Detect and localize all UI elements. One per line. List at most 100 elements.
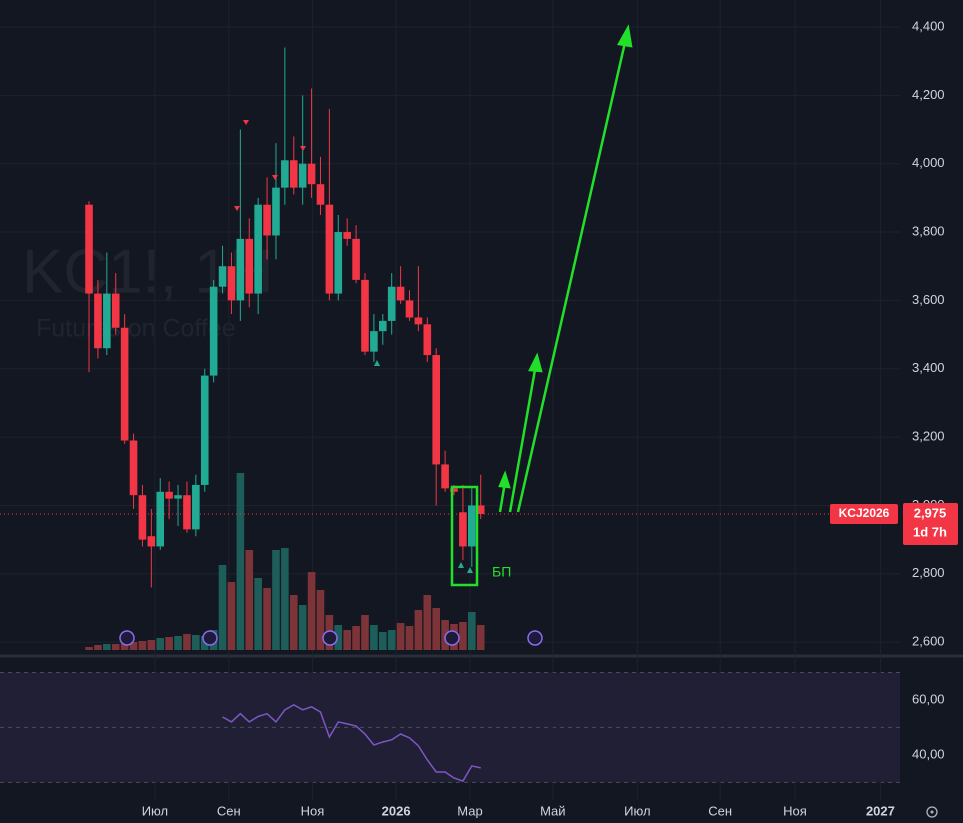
symbol-tag: KCJ2026: [839, 506, 890, 520]
candle-body: [254, 204, 262, 294]
sell-markers: [234, 120, 306, 211]
marker: [374, 360, 380, 366]
volume-bar: [183, 634, 191, 650]
candle-body: [361, 279, 369, 352]
volume-bar: [281, 548, 289, 650]
event-icon[interactable]: [527, 630, 543, 646]
arrowhead: [617, 24, 633, 48]
volume-bar: [316, 590, 325, 650]
event-icon[interactable]: [119, 630, 135, 646]
event-icon[interactable]: [202, 630, 218, 646]
highlight-box: [450, 485, 479, 587]
volume-bar: [352, 626, 360, 650]
marker: [300, 146, 306, 151]
price-tag-bg: [903, 502, 958, 545]
volume-bar: [138, 641, 147, 650]
volume-bar: [334, 625, 343, 650]
volume-bar: [272, 550, 280, 650]
candle-body: [192, 484, 200, 530]
candle-body: [103, 293, 111, 349]
arrowhead: [498, 470, 511, 489]
volume-bar: [396, 623, 405, 650]
y-tick-label: 2,800: [912, 565, 945, 580]
volume-bar: [307, 572, 316, 650]
candle-body: [414, 317, 423, 325]
candle-body: [343, 232, 351, 239]
volume-bar: [120, 643, 129, 650]
candle-body: [378, 320, 387, 332]
volume-bar: [254, 578, 262, 650]
volume-bar: [156, 638, 165, 650]
volume-bar: [165, 637, 173, 650]
candle-body: [129, 440, 138, 496]
arrows: [498, 24, 633, 513]
volume-bar: [147, 640, 156, 650]
x-tick-label: Ноя: [301, 803, 325, 818]
settings-icon[interactable]: [926, 806, 938, 818]
symbol-tag-bg: [830, 503, 898, 524]
candle-body: [165, 491, 173, 499]
candle-body: [441, 464, 449, 489]
candle-body: [156, 491, 165, 547]
y-tick-label: 4,000: [912, 155, 945, 170]
volume-bar: [405, 626, 414, 650]
event-icon[interactable]: [444, 630, 460, 646]
rsi-tick-label: 40,00: [912, 746, 945, 761]
volume-bar: [218, 565, 227, 650]
candle-body: [94, 293, 102, 349]
rsi-line: [222, 704, 481, 782]
event-icon[interactable]: [322, 630, 338, 646]
icon-ring[interactable]: [926, 806, 938, 818]
y-tick-label: 3,800: [912, 223, 945, 238]
y-tick-label: 4,400: [912, 18, 945, 33]
rsi-tick-label: 60,00: [912, 691, 945, 706]
volume-bar: [476, 625, 485, 650]
annotation: БП: [492, 564, 511, 580]
candle-body: [325, 204, 334, 294]
x-tick-label: Мар: [457, 803, 482, 818]
volume-bar: [289, 595, 298, 650]
candle-body: [236, 238, 245, 301]
marker: [467, 567, 473, 573]
volume-bar: [245, 550, 254, 650]
arrow: [508, 363, 538, 513]
candle-body: [245, 238, 254, 294]
x-tick-label: Сен: [217, 803, 241, 818]
candle-body: [316, 184, 325, 205]
y-tick-label: 3,200: [912, 429, 945, 444]
buy-markers: [374, 360, 473, 573]
candle-body: [200, 375, 209, 485]
marker: [234, 206, 240, 211]
candle-body: [263, 204, 271, 236]
candle-body: [298, 163, 307, 188]
volume-bar: [174, 636, 182, 650]
candle-body: [272, 187, 280, 236]
candle-body: [468, 505, 476, 547]
candle-body: [120, 327, 129, 441]
x-tick-label: Июл: [624, 803, 650, 818]
arrow: [516, 37, 628, 513]
volume-bar: [227, 582, 236, 650]
watermark: KC1!, 1Н: [22, 237, 274, 306]
icon-dot[interactable]: [930, 810, 934, 814]
volume-bar: [111, 644, 120, 650]
y-tick-label: 4,200: [912, 87, 945, 102]
candle-body: [138, 495, 147, 540]
marker: [272, 175, 278, 180]
candle-body: [450, 488, 458, 492]
x-tick-label: Сен: [708, 803, 732, 818]
candle-body: [209, 286, 218, 376]
candle-body: [147, 536, 156, 547]
volume-bar: [423, 595, 432, 650]
volume-bar: [387, 630, 396, 650]
volume-bar: [378, 632, 387, 650]
volume-bar: [361, 615, 369, 650]
x-tick-label: Ноя: [783, 803, 807, 818]
candle-body: [183, 495, 191, 530]
volume-bar: [85, 647, 93, 650]
candle-body: [476, 505, 485, 514]
candle-body: [307, 163, 316, 185]
x-tick-label: Июл: [142, 803, 168, 818]
